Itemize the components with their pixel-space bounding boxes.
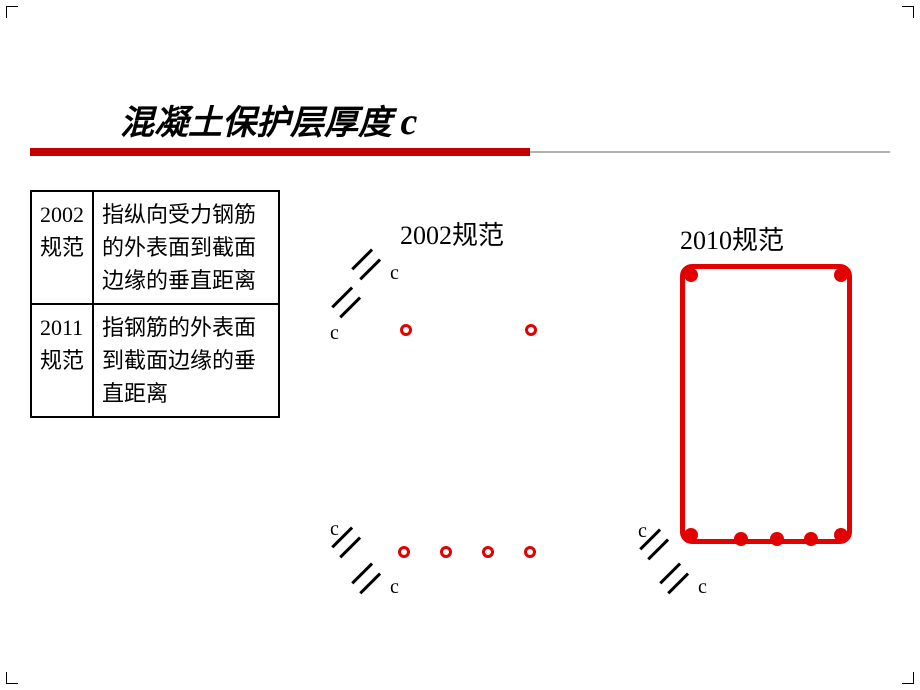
table-row: 2011规范 指钢筋的外表面到截面边缘的垂直距离 [31,304,279,417]
slide-corner-icon [902,672,914,684]
slide-corner-icon [6,6,18,18]
page-title: 混凝土保护层厚度 c [120,95,417,144]
hatch-icon [348,572,388,600]
rebar-dot-icon [734,532,748,546]
rebar-dot-icon [834,528,848,542]
title-text: 混凝土保护层厚度 [120,105,392,142]
rule-red [30,148,530,156]
year-cell: 2002规范 [31,191,93,304]
table-row: 2002规范 指纵向受力钢筋的外表面到截面边缘的垂直距离 [31,191,279,304]
rebar-dot-icon [684,268,698,282]
diagram-2010: cc [662,260,872,610]
slide-corner-icon [6,672,18,684]
c-dimension-label: c [330,322,339,345]
rebar-dot-icon [684,528,698,542]
definition-table: 2002规范 指纵向受力钢筋的外表面到截面边缘的垂直距离 2011规范 指钢筋的… [30,190,280,418]
rebar-dot-icon [804,532,818,546]
c-dimension-label: c [390,576,399,599]
hatch-icon [328,296,368,324]
rule-gray [530,151,890,153]
hatch-icon [656,572,696,600]
rebar-dot-icon [770,532,784,546]
spec-2002-label: 2002规范 [400,215,504,252]
rebar-icon [524,546,536,558]
c-dimension-label: c [390,262,399,285]
desc-cell: 指钢筋的外表面到截面边缘的垂直距离 [93,304,279,417]
title-rule [30,148,890,156]
hatch-icon [348,258,388,286]
desc-cell: 指纵向受力钢筋的外表面到截面边缘的垂直距离 [93,191,279,304]
year-cell: 2011规范 [31,304,93,417]
rebar-icon [398,546,410,558]
c-dimension-label: c [698,576,707,599]
rebar-icon [400,324,412,336]
rebar-icon [440,546,452,558]
stirrup-box [680,264,852,544]
title-variable: c [401,101,418,143]
rebar-icon [482,546,494,558]
rebar-dot-icon [834,268,848,282]
c-dimension-label: c [330,518,339,541]
spec-2010-label: 2010规范 [680,220,784,257]
rebar-icon [525,324,537,336]
diagram-2002: c c c c [310,250,630,610]
slide-corner-icon [902,6,914,18]
c-dimension-label: c [638,520,647,543]
